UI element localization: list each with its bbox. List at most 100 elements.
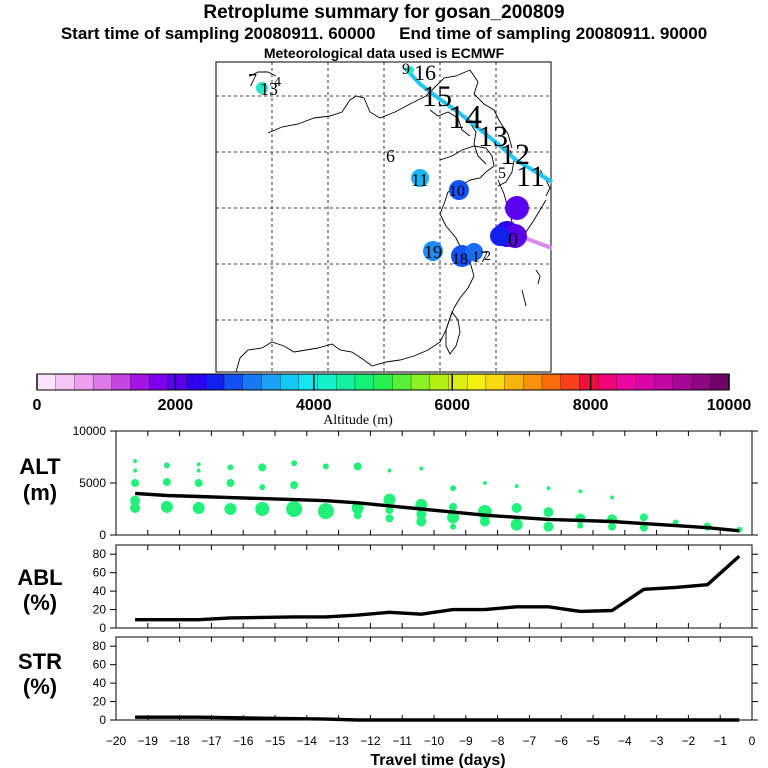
xtick-label: −13 bbox=[328, 734, 349, 748]
colorbar-cell bbox=[242, 373, 263, 391]
colorbar-cell bbox=[205, 373, 225, 391]
alt-dot bbox=[511, 502, 522, 513]
colorbar-cell bbox=[691, 373, 711, 391]
xtick-label: −12 bbox=[360, 734, 381, 748]
chart-title: Retroplume summary for gosan_200809 bbox=[203, 2, 565, 23]
map-bubble bbox=[505, 196, 529, 220]
ytick-label: 80 bbox=[93, 639, 107, 653]
alt-dot bbox=[543, 521, 554, 532]
alt-dot bbox=[387, 468, 392, 473]
abl-ylabel-unit: (%) bbox=[23, 590, 57, 615]
colorbar-tick-label: 10000 bbox=[707, 397, 752, 414]
alt-dot bbox=[479, 516, 490, 527]
map-bubble bbox=[503, 224, 527, 248]
alt-dot bbox=[353, 511, 362, 520]
alt-line bbox=[134, 491, 740, 533]
alt-dot bbox=[419, 466, 424, 471]
colorbar-cell bbox=[429, 373, 450, 391]
ytick-label: 0 bbox=[99, 528, 106, 542]
colorbar-cell bbox=[223, 373, 244, 391]
xtick-label: −10 bbox=[424, 734, 445, 748]
alt-dot bbox=[291, 460, 298, 467]
alt-scatter bbox=[130, 459, 743, 533]
xtick-label: −16 bbox=[233, 734, 254, 748]
xtick-label: −14 bbox=[297, 734, 318, 748]
alt-dot bbox=[130, 502, 141, 513]
alt-dot bbox=[133, 459, 138, 464]
colorbar-label: Altitude (m) bbox=[323, 413, 393, 428]
map-day-label: 5 bbox=[498, 165, 506, 182]
xtick-label: −18 bbox=[169, 734, 190, 748]
alt-dot bbox=[450, 485, 457, 492]
map-day-label: 9 bbox=[402, 61, 410, 78]
str-yticks: 0 20 40 60 80 bbox=[93, 639, 758, 727]
xtick-label: 0 bbox=[749, 734, 756, 748]
colorbar-cell bbox=[672, 373, 693, 391]
map-day-label: 14 bbox=[448, 99, 482, 136]
sampling-times: Start time of sampling 20080911. 60000 E… bbox=[0, 24, 768, 44]
xtick-label: −6 bbox=[554, 734, 568, 748]
xtick-label: −1 bbox=[713, 734, 727, 748]
colorbar-cell bbox=[130, 373, 150, 391]
colorbar-cell bbox=[560, 373, 581, 391]
ytick-label: 0 bbox=[99, 713, 106, 727]
alt-dot bbox=[383, 493, 396, 506]
abl-series-line bbox=[135, 554, 741, 622]
colorbar-cell bbox=[36, 373, 57, 391]
altitude-colorbar: 0 2000 4000 6000 8000 10000 Altitude (m) bbox=[33, 373, 752, 428]
map-bubble bbox=[423, 241, 443, 261]
abl-panel: ABL (%) 0 20 40 60 80 bbox=[17, 544, 758, 635]
alt-dot bbox=[510, 518, 523, 531]
ytick-label: 60 bbox=[93, 658, 107, 672]
alt-dot bbox=[196, 462, 201, 467]
colorbar-cells bbox=[36, 373, 730, 391]
map-day-label: 13 bbox=[478, 120, 508, 153]
alt-dot bbox=[449, 502, 458, 511]
alt-dot bbox=[577, 522, 584, 529]
trajectory-path bbox=[403, 66, 554, 184]
str-frame bbox=[115, 636, 753, 721]
alt-dot bbox=[133, 468, 138, 473]
ytick-label: 5000 bbox=[79, 476, 106, 490]
colorbar-cell bbox=[92, 373, 113, 391]
alt-ylabel: ALT bbox=[19, 454, 61, 479]
alt-dot bbox=[322, 463, 329, 470]
x-axis-ticks: −20 −19 −18 −17 −16 −15 −14 −13 −12 −11 −10 −9 −8 −7−… bbox=[106, 431, 756, 748]
colorbar-cell bbox=[74, 373, 94, 391]
alt-dot bbox=[131, 479, 140, 487]
alt-dot bbox=[160, 500, 173, 513]
map-day-label: 11 bbox=[411, 170, 428, 190]
colorbar-cell bbox=[298, 373, 319, 391]
alt-dot bbox=[255, 502, 270, 516]
met-data-note: Meteorological data used is ECMWF bbox=[263, 45, 505, 61]
colorbar-cell bbox=[149, 373, 169, 391]
str-series-line bbox=[135, 715, 740, 722]
colorbar-cell bbox=[541, 373, 562, 391]
time-series-panels: ALT (m) 0 5000 10000 ABL (%) 0 20 40 60 80 STR… bbox=[17, 424, 758, 768]
xtick-label: −4 bbox=[618, 734, 632, 748]
xtick-label: −3 bbox=[650, 734, 664, 748]
map-day-label: 13 bbox=[260, 79, 278, 99]
colorbar-tick-label: 0 bbox=[33, 397, 42, 414]
alt-dot bbox=[163, 462, 170, 469]
alt-dot bbox=[194, 479, 203, 487]
colorbar-tick-label: 8000 bbox=[573, 397, 609, 414]
alt-dot bbox=[639, 523, 648, 532]
map-bubble bbox=[256, 82, 268, 94]
alt-dot bbox=[286, 501, 303, 517]
colorbar-cell bbox=[654, 373, 674, 391]
xtick-label: −7 bbox=[523, 734, 537, 748]
alt-dot bbox=[196, 468, 201, 473]
map-day-label: 2 bbox=[484, 249, 491, 264]
alt-dot bbox=[385, 506, 394, 515]
ytick-label: 0 bbox=[99, 621, 106, 635]
alt-frame bbox=[115, 430, 753, 536]
colorbar-cell bbox=[279, 373, 300, 391]
ytick-label: 80 bbox=[93, 547, 107, 561]
colorbar-cell bbox=[597, 373, 618, 391]
alt-dot bbox=[416, 516, 427, 527]
colorbar-cell bbox=[186, 373, 206, 391]
xtick-label: −20 bbox=[106, 734, 127, 748]
str-line bbox=[135, 715, 740, 722]
sampling-start: Start time of sampling 20080911. 60000 bbox=[60, 24, 376, 43]
